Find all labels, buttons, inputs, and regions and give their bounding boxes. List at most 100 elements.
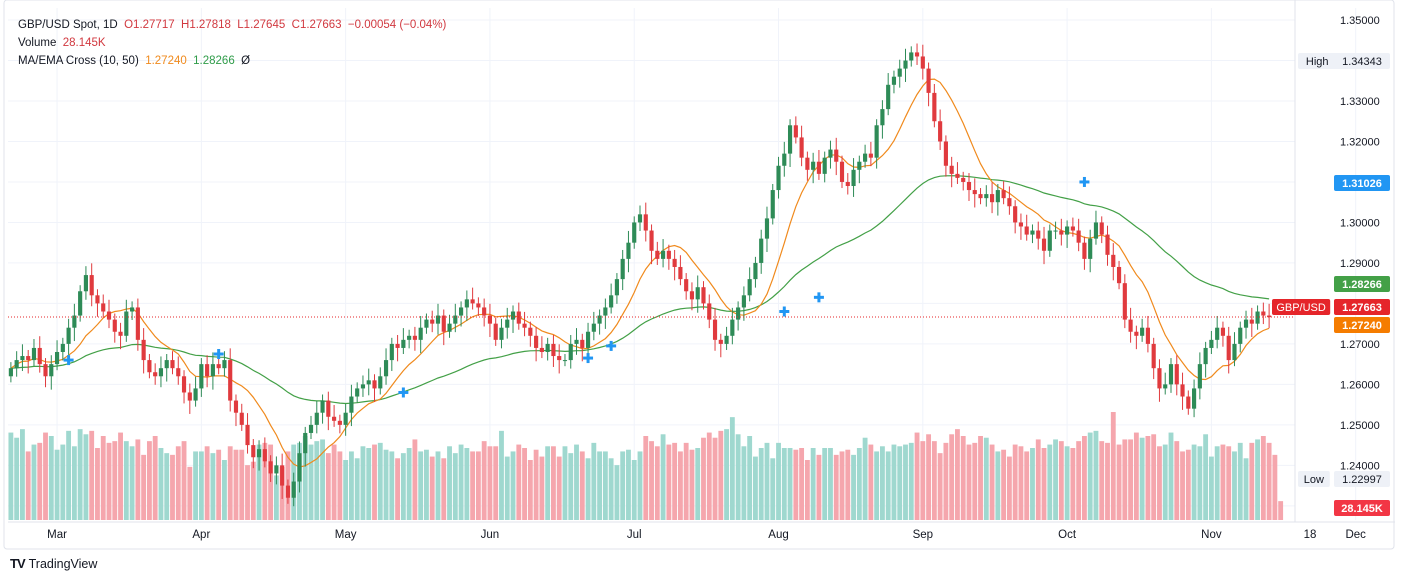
candle-body: [101, 303, 106, 312]
candle-body: [1255, 311, 1260, 324]
volume-bar: [1012, 444, 1018, 520]
volume-bar: [978, 436, 983, 520]
candle-body: [903, 60, 908, 69]
candle-body: [49, 364, 54, 377]
volume-bar: [828, 448, 833, 520]
volume-bar: [1249, 442, 1255, 520]
volume-bar: [949, 434, 955, 520]
volume-bar: [724, 429, 729, 520]
candle-body: [1082, 242, 1087, 259]
volume-bar: [1243, 458, 1249, 520]
legend-symbol: GBP/USD Spot, 1D: [18, 19, 118, 31]
volume-bar: [672, 442, 678, 520]
candle-body: [909, 52, 914, 61]
candle-body: [730, 319, 735, 336]
x-tick-label: Aug: [768, 529, 788, 541]
volume-bar: [1214, 446, 1220, 520]
volume-bar: [701, 437, 706, 520]
candle-body: [955, 173, 960, 178]
candle-body: [285, 485, 291, 498]
volume-bar: [1151, 434, 1157, 520]
candle-body: [389, 343, 394, 361]
candle-body: [343, 412, 348, 425]
volume-bar: [718, 430, 724, 520]
candle-body: [262, 449, 267, 462]
candle-body: [1243, 319, 1249, 328]
candle-body: [1192, 388, 1197, 409]
candle-body: [193, 388, 198, 401]
volume-bar: [1162, 444, 1168, 520]
volume-bar: [908, 442, 914, 520]
candle-body: [1267, 315, 1272, 318]
volume-bar: [412, 439, 418, 520]
volume-bar: [164, 453, 170, 520]
volume-bar: [377, 442, 383, 520]
candle-body: [684, 279, 689, 292]
candle-body: [31, 347, 37, 361]
badge-value-box: [1334, 276, 1390, 292]
volume-bar: [522, 448, 527, 520]
volume-bar: [77, 429, 83, 520]
candle-body: [609, 295, 614, 308]
candle-body: [510, 311, 516, 320]
volume-bar: [308, 444, 314, 520]
candle-body: [597, 315, 602, 324]
volume-bar: [123, 441, 129, 520]
volume-bar: [989, 444, 995, 520]
candle-body: [620, 258, 625, 280]
candle-body: [199, 364, 204, 389]
legend-open: O1.27717: [124, 19, 175, 31]
volume-bar: [712, 437, 718, 520]
candle-body: [106, 311, 112, 320]
volume-bar: [914, 432, 920, 520]
candle-body: [332, 416, 337, 421]
candle-body: [793, 125, 798, 138]
candle-body: [972, 190, 977, 195]
candle-body: [655, 250, 660, 259]
volume-bar: [256, 444, 262, 520]
volume-bar: [499, 430, 504, 520]
candle-body: [83, 275, 88, 292]
candle-body: [72, 315, 77, 328]
candle-body: [43, 364, 48, 377]
volume-bar: [429, 456, 435, 520]
volume-bar: [1226, 446, 1232, 520]
candle-body: [568, 343, 573, 361]
candle-body: [1232, 343, 1237, 361]
volume-bar: [112, 441, 118, 520]
x-tick-label: Oct: [1058, 529, 1077, 541]
candle-body: [1099, 222, 1104, 235]
candle-body: [591, 323, 596, 332]
volume-bar: [158, 448, 164, 520]
candle-body: [1053, 230, 1058, 232]
volume-bar: [20, 429, 25, 520]
candle-body: [689, 291, 695, 300]
candle-body: [1238, 327, 1243, 344]
moving-averages: [10, 78, 1270, 468]
volume-bar: [43, 432, 48, 520]
candle-body: [759, 238, 764, 263]
volume-bar: [325, 453, 331, 520]
candle-body: [1018, 222, 1024, 227]
volume-bar: [597, 451, 603, 520]
candle-body: [360, 384, 366, 389]
candle-body: [112, 319, 117, 332]
volume-bar: [1255, 439, 1260, 520]
candle-body: [926, 68, 931, 93]
volume-bar: [799, 448, 805, 520]
volume-bar: [943, 442, 949, 520]
volume-bar: [810, 448, 816, 520]
x-tick-label: Sep: [913, 529, 933, 541]
candle-body: [1203, 347, 1208, 365]
volume-bar: [614, 465, 620, 520]
volume-bar: [118, 432, 123, 520]
candle-body: [430, 319, 435, 324]
volume-bar: [574, 444, 579, 520]
volume-bar: [891, 444, 897, 520]
candle-body: [274, 465, 279, 474]
tradingview-branding[interactable]: TV TradingView: [10, 556, 97, 571]
candle-body: [54, 351, 60, 365]
volume-bar: [804, 460, 810, 520]
